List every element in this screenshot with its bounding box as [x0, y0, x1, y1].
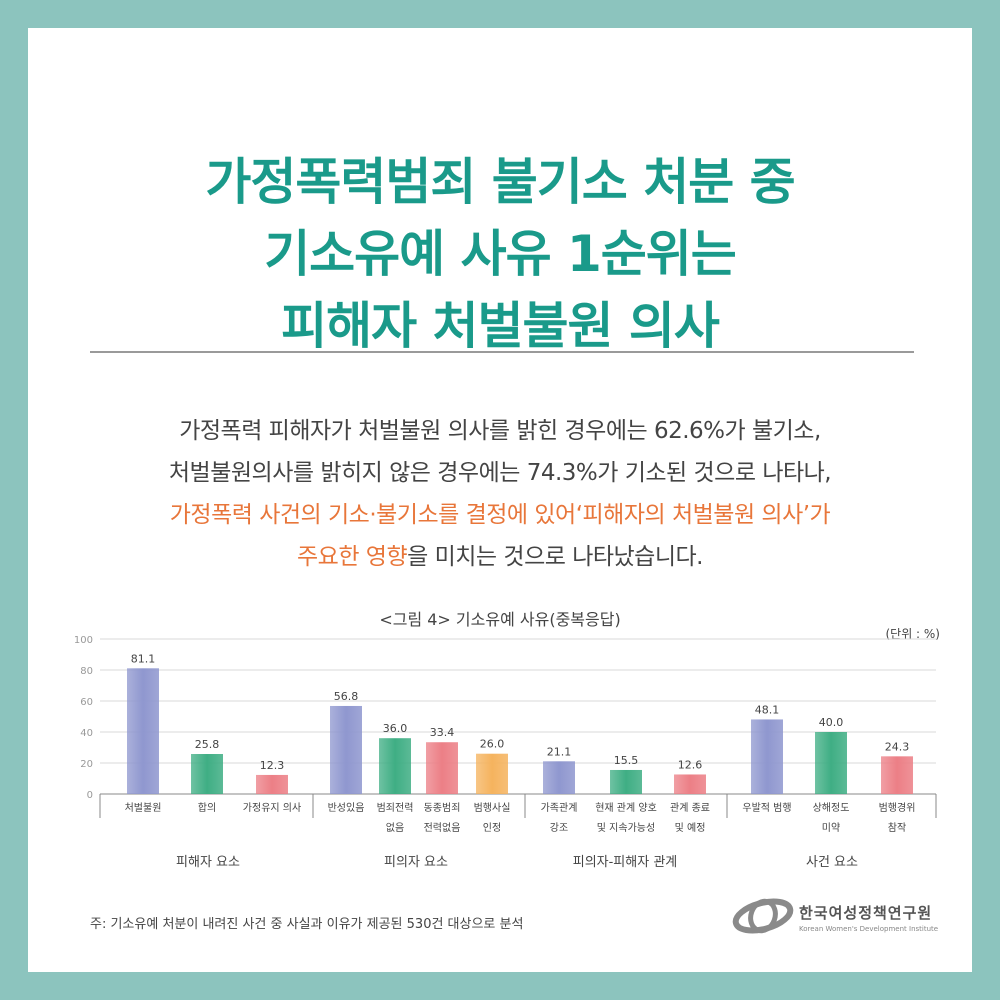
data-label: 48.1 [755, 703, 780, 716]
group-label: 사건 요소 [806, 855, 858, 870]
bar [256, 774, 288, 794]
data-label: 40.0 [819, 716, 844, 729]
chart-bars [127, 668, 913, 794]
chart-title: <그림 4> 기소유예 사유(중복응답) [379, 610, 621, 629]
category-label: 상해정도 [813, 801, 850, 814]
title-line: 기소유예 사유 1순위는 [264, 225, 737, 283]
group-label: 피해자 요소 [176, 855, 240, 870]
y-tick-label: 60 [80, 697, 93, 708]
data-label: 56.8 [334, 690, 359, 703]
data-label: 25.8 [195, 738, 220, 751]
bar [674, 774, 706, 794]
title-line: 피해자 처벌불원 의사 [281, 297, 720, 355]
category-label: 인정 [483, 822, 501, 834]
institute-logo: 한국여성정책연구원 Korean Women's Development Ins… [731, 898, 961, 938]
kwdi-logo-icon [732, 898, 794, 934]
bar [379, 738, 411, 794]
bar [543, 761, 575, 794]
category-label: 가족관계 [541, 802, 578, 814]
bar [476, 753, 508, 794]
data-label: 21.1 [547, 745, 572, 758]
footnote: 주: 기소유예 처분이 내려진 사건 중 사실과 이유가 제공된 530건 대상… [90, 917, 524, 932]
chart-unit: (단위 : %) [885, 627, 940, 641]
category-label: 참작 [888, 822, 906, 834]
bar [815, 732, 847, 794]
bar [610, 769, 642, 794]
description-text: 을 미치는 것으로 나타났습니다. [407, 544, 703, 570]
category-label: 관계 종료 [670, 802, 710, 814]
description-line: 처벌불원의사를 밝히지 않은 경우에는 74.3%가 기소된 것으로 나타나, [168, 460, 832, 486]
logo-text: 한국여성정책연구원 Korean Women's Development Ins… [799, 902, 938, 933]
bar [426, 742, 458, 794]
data-label: 12.3 [260, 759, 285, 772]
bar [127, 668, 159, 794]
category-label: 가정유지 의사 [243, 802, 301, 814]
logo-name-ko: 한국여성정책연구원 [799, 904, 933, 922]
category-label: 전력없음 [424, 821, 461, 834]
y-tick-label: 40 [80, 728, 93, 739]
category-label: 반성있음 [328, 802, 365, 814]
data-label: 81.1 [131, 652, 156, 665]
description-line: 가정폭력 피해자가 처벌불원 의사를 밝힌 경우에는 62.6%가 불기소, [179, 418, 821, 444]
category-label: 처벌불원 [125, 802, 162, 814]
category-label: 없음 [386, 821, 404, 834]
bar [330, 705, 362, 794]
chart-labels: 0 20 40 60 80 100 81.1 처벌불원 25.8 합의 12.3 가정유지 의사 56.… [74, 635, 916, 870]
category-label: 및 예정 [675, 822, 706, 834]
data-label: 24.3 [885, 740, 910, 753]
y-tick-label: 20 [80, 759, 93, 770]
category-label: 현재 관계 양호 [595, 802, 657, 814]
category-label: 범죄전력 [377, 802, 414, 814]
y-tick-label: 80 [80, 666, 93, 677]
data-label: 33.4 [430, 726, 455, 739]
title-line: 가정폭력범죄 불기소 처분 중 [205, 153, 795, 211]
data-label: 26.0 [480, 738, 505, 751]
data-label: 15.5 [614, 754, 639, 767]
category-label: 범행사실 [474, 802, 511, 814]
y-tick-label: 100 [74, 635, 93, 646]
y-tick-label: 0 [87, 790, 93, 801]
description: 가정폭력 피해자가 처벌불원 의사를 밝힌 경우에는 62.6%가 불기소, 처… [28, 410, 972, 578]
logo-name-en: Korean Women's Development Institute [799, 925, 939, 933]
description-line-4: 주요한 영향을 미치는 것으로 나타났습니다. [28, 536, 972, 578]
category-label: 미약 [822, 822, 840, 834]
bar [191, 754, 223, 794]
group-label: 피의자-피해자 관계 [573, 855, 678, 870]
infographic-card: 가정폭력범죄 불기소 처분 중 기소유예 사유 1순위는 피해자 처벌불원 의사… [28, 28, 972, 972]
group-label: 피의자 요소 [384, 855, 448, 870]
category-label: 합의 [198, 802, 216, 814]
divider [90, 351, 914, 353]
description-highlight-line: 가정폭력 사건의 기소·불기소를 결정에 있어‘피해자의 처벌불원 의사’가 [169, 502, 831, 528]
chart-grid [99, 638, 937, 818]
bar [751, 719, 783, 794]
category-label: 및 지속가능성 [597, 822, 655, 834]
category-label: 동종범죄 [424, 802, 461, 814]
data-label: 36.0 [383, 722, 408, 735]
category-label: 범행경위 [879, 801, 916, 814]
data-label: 12.6 [678, 758, 703, 771]
category-label: 강조 [550, 822, 568, 834]
description-highlight: 주요한 영향 [297, 544, 408, 570]
bar [881, 756, 913, 794]
category-label: 우발적 범행 [742, 802, 791, 814]
page-title: 가정폭력범죄 불기소 처분 중 기소유예 사유 1순위는 피해자 처벌불원 의사 [28, 146, 972, 362]
